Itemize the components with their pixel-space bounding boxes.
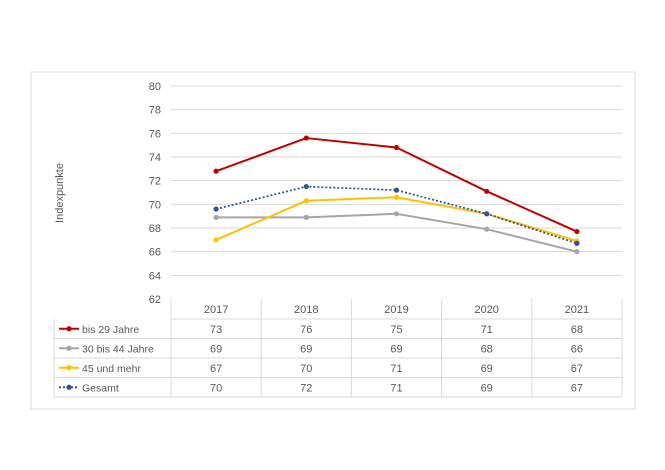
data-table-value: 71 xyxy=(390,363,402,375)
data-point xyxy=(213,168,219,174)
y-tick-label: 74 xyxy=(149,152,161,164)
data-table-value: 70 xyxy=(300,363,312,375)
y-tick-label: 78 xyxy=(149,105,161,117)
x-tick-label: 2019 xyxy=(384,304,408,316)
data-table-value: 66 xyxy=(571,343,583,355)
data-table-value: 71 xyxy=(390,382,402,394)
y-tick-labels: 62 64 66 68 70 72 74 76 78 80 xyxy=(149,81,161,306)
legend-label: 30 bis 44 Jahre xyxy=(82,343,154,355)
legend-key-marker xyxy=(66,326,72,332)
y-tick-label: 62 xyxy=(149,294,161,306)
data-point xyxy=(574,240,580,246)
legend-label: bis 29 Jahre xyxy=(82,324,139,336)
y-axis-label: Indexpunkte xyxy=(54,163,66,223)
y-tick-label: 80 xyxy=(149,81,161,93)
y-tick-label: 76 xyxy=(149,128,161,140)
data-table-value: 69 xyxy=(300,343,312,355)
y-tick-label: 68 xyxy=(149,223,161,235)
data-point xyxy=(303,135,309,141)
data-point xyxy=(303,183,309,190)
data-table-value: 68 xyxy=(481,343,493,355)
data-table-value: 69 xyxy=(210,343,222,355)
legend-key-marker xyxy=(66,345,72,351)
data-table-value: 67 xyxy=(571,382,583,394)
data-table-value: 75 xyxy=(390,324,402,336)
data-point xyxy=(484,188,490,194)
x-tick-label: 2020 xyxy=(474,304,498,316)
data-point xyxy=(393,144,400,151)
x-tick-label: 2018 xyxy=(294,304,318,316)
data-table-value: 69 xyxy=(481,382,493,394)
data-point xyxy=(574,249,580,255)
gridlines xyxy=(171,85,622,276)
x-tick-label: 2021 xyxy=(565,304,589,316)
data-table-value: 70 xyxy=(210,382,222,394)
data-point xyxy=(393,211,400,217)
data-point xyxy=(213,214,219,220)
data-table-value: 67 xyxy=(210,363,222,375)
data-point xyxy=(393,187,400,193)
data-table-value: 73 xyxy=(210,324,222,336)
y-tick-label: 64 xyxy=(149,270,161,282)
data-point xyxy=(213,206,219,212)
data-table: 2017 2018 2019 2020 2021 bis 29 Jahre 73 76 75 71… xyxy=(53,299,623,398)
series-lines xyxy=(213,135,580,255)
y-tick-label: 72 xyxy=(149,176,161,188)
data-table-value: 76 xyxy=(300,324,312,336)
data-table-value: 68 xyxy=(571,324,583,336)
data-table-value: 69 xyxy=(390,343,402,355)
legend-label: 45 und mehr xyxy=(82,363,141,375)
y-tick-label: 70 xyxy=(149,199,161,211)
data-table-value: 69 xyxy=(481,363,493,375)
x-tick-label: 2017 xyxy=(204,304,228,316)
data-table-value: 67 xyxy=(571,363,583,375)
legend-key-marker xyxy=(66,365,72,371)
data-point xyxy=(393,194,400,200)
data-point xyxy=(213,237,219,243)
data-point xyxy=(484,226,490,232)
y-tick-label: 66 xyxy=(149,247,161,259)
legend-label: Gesamt xyxy=(82,382,119,394)
data-point xyxy=(303,214,309,220)
data-point xyxy=(484,211,490,217)
legend-key-marker xyxy=(66,384,72,390)
data-point xyxy=(303,198,309,204)
series-line xyxy=(215,185,578,245)
data-table-value: 72 xyxy=(300,382,312,394)
data-point xyxy=(574,228,580,235)
data-table-value: 71 xyxy=(481,324,493,336)
